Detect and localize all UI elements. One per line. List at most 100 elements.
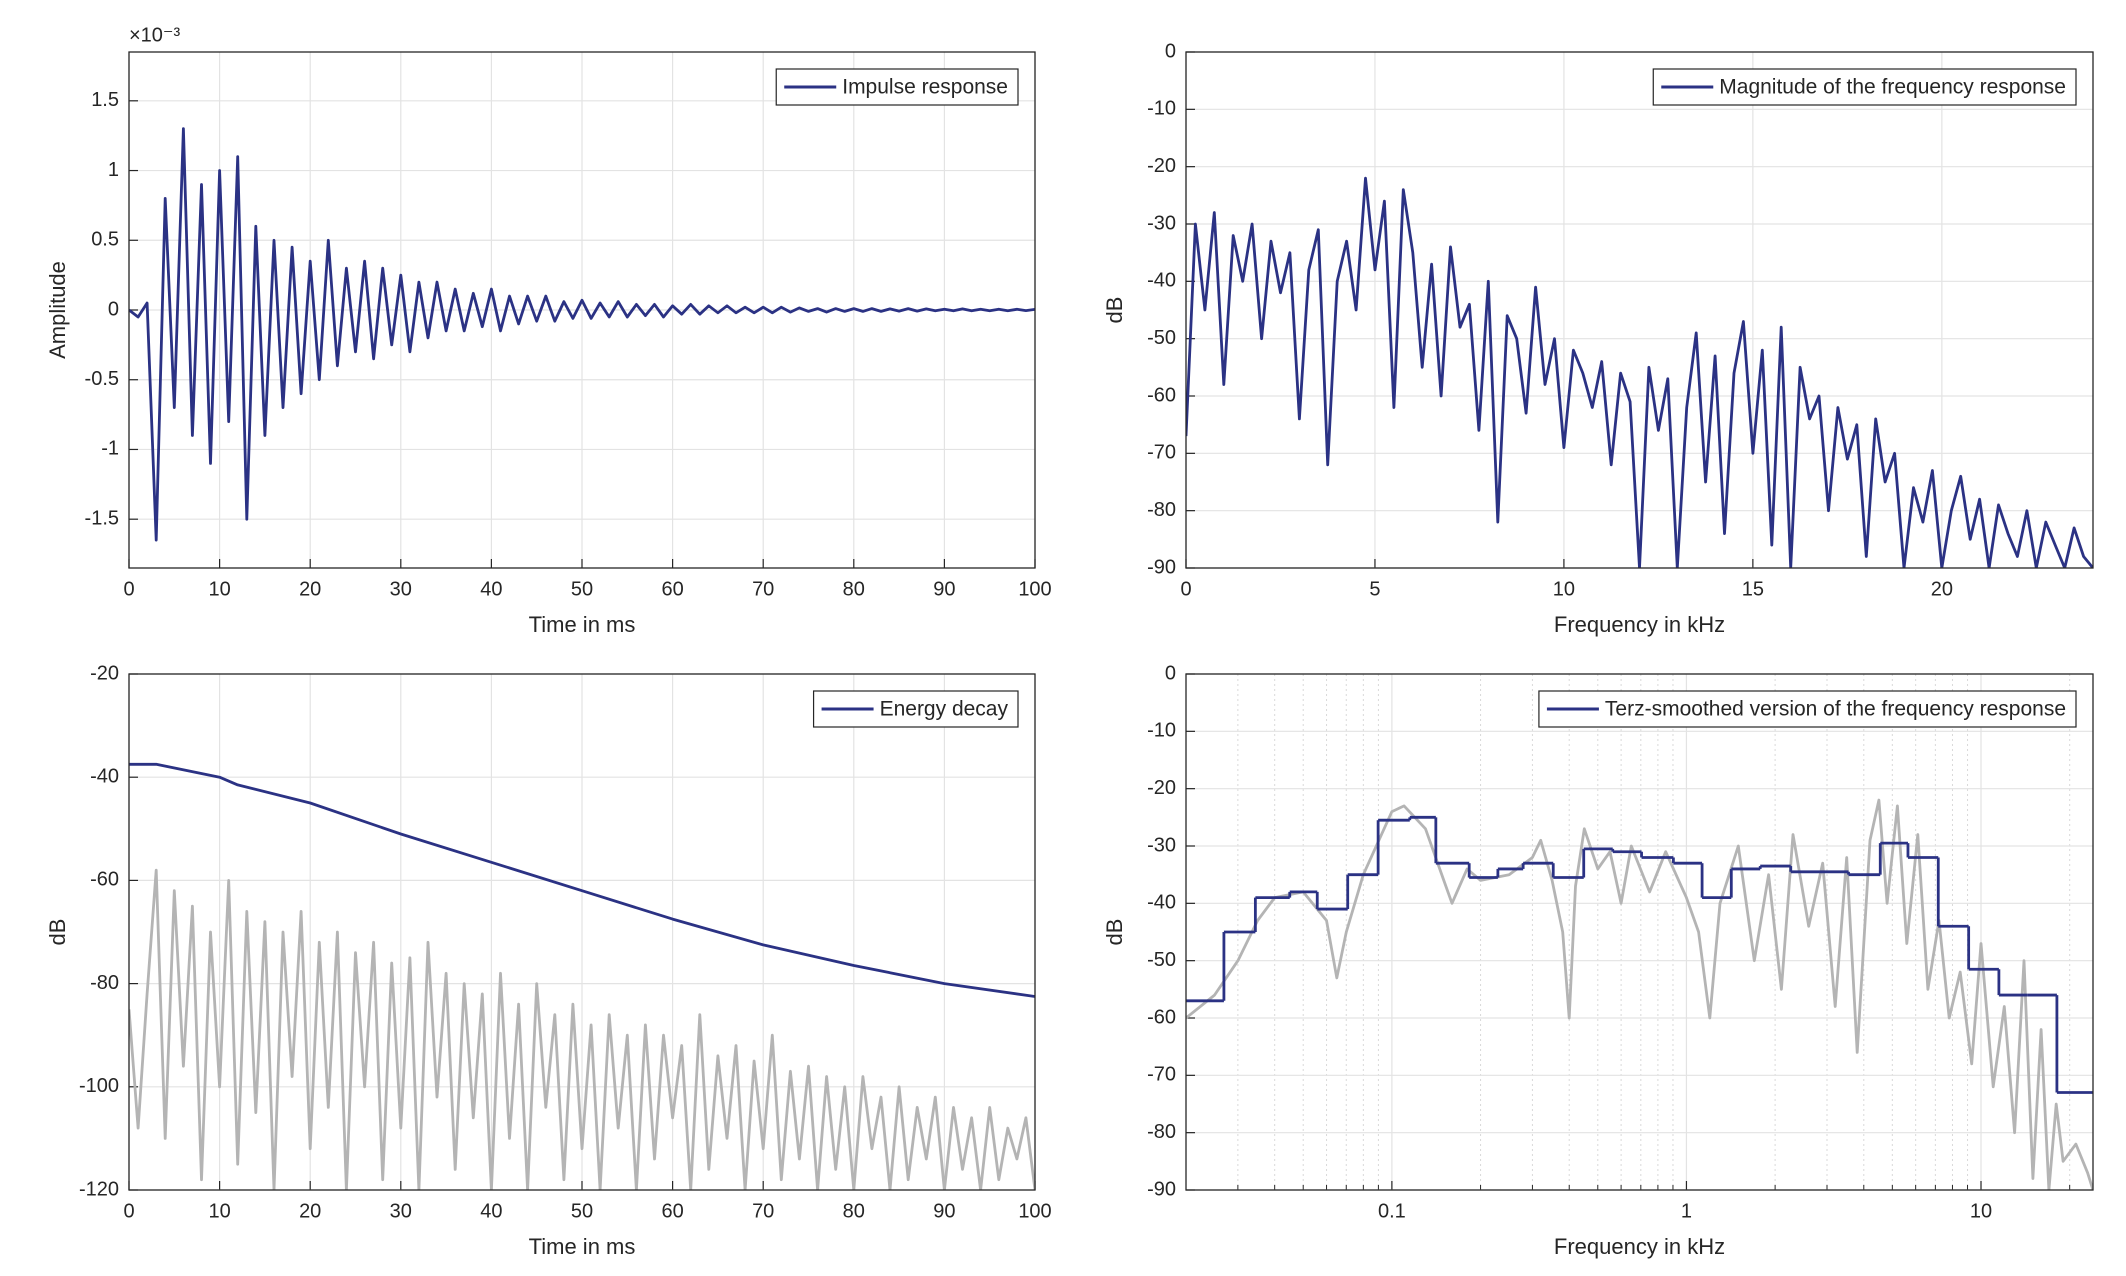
x-tick-label: 10 bbox=[1553, 578, 1575, 600]
y-tick-label: 0 bbox=[108, 298, 119, 320]
data-line bbox=[129, 868, 1035, 1190]
y-tick-label: -100 bbox=[79, 1075, 119, 1097]
legend-label: Terz-smoothed version of the frequency r… bbox=[1605, 698, 2066, 721]
y-tick-label: -20 bbox=[90, 662, 119, 684]
x-tick-label: 20 bbox=[299, 578, 321, 600]
axes-box bbox=[128, 673, 1036, 1191]
axes: 0 10 20 30 40 50 60 70 80 90 100 -1.5 -1 -0.5 0 0.5 1 1.5… bbox=[45, 24, 1052, 637]
x-tick-label: 60 bbox=[661, 1200, 683, 1222]
y-tick-label: -10 bbox=[1147, 98, 1176, 120]
legend: Energy decay bbox=[812, 690, 1019, 728]
axes: 0 10 20 30 40 50 60 70 80 90 100 -120 -100 -80 -60 -40 -… bbox=[45, 662, 1052, 1259]
y-tick-label: 1.5 bbox=[91, 89, 119, 111]
x-tick-label: 1 bbox=[1681, 1200, 1692, 1222]
x-tick-label: 90 bbox=[933, 1200, 955, 1222]
x-tick-label: 20 bbox=[299, 1200, 321, 1222]
axes: 0 5 10 15 20 -90 -80 -70 -60 -50 -40 -30 -20 -10 0 Freq… bbox=[1102, 40, 2094, 637]
data-layer bbox=[129, 762, 1035, 1190]
y-tick-label: -0.5 bbox=[85, 368, 119, 390]
plot-area bbox=[1186, 674, 2093, 1190]
legend-label: Impulse response bbox=[842, 76, 1008, 99]
y-tick-label: -80 bbox=[1147, 499, 1176, 521]
y-tick-label: 0 bbox=[1165, 40, 1176, 62]
y-tick-label: -1.5 bbox=[85, 507, 119, 529]
y-tick-label: -70 bbox=[1147, 1064, 1176, 1086]
x-tick-label: 10 bbox=[208, 578, 230, 600]
data-line bbox=[1186, 176, 2093, 568]
y-tick-label: -50 bbox=[1147, 327, 1176, 349]
y-tick-label: -40 bbox=[1147, 892, 1176, 914]
x-tick-label: 40 bbox=[480, 1200, 502, 1222]
x-tick-label: 10 bbox=[208, 1200, 230, 1222]
x-axis-label: Frequency in kHz bbox=[1554, 612, 1725, 637]
x-tick-label: 20 bbox=[1931, 578, 1953, 600]
y-tick-label: -20 bbox=[1147, 777, 1176, 799]
y-tick-label: -70 bbox=[1147, 442, 1176, 464]
x-tick-label: 80 bbox=[843, 578, 865, 600]
x-tick-label: 70 bbox=[752, 578, 774, 600]
x-tick-label: 90 bbox=[933, 578, 955, 600]
data-line bbox=[129, 127, 1035, 542]
data-layer bbox=[1186, 176, 2093, 568]
axes: 0.1 1 10 -90 -80 -70 -60 -50 -40 -30 -20 -10 0 Freque… bbox=[1102, 662, 2094, 1259]
x-tick-label: 0.1 bbox=[1378, 1200, 1406, 1222]
y-tick-label: -60 bbox=[1147, 384, 1176, 406]
x-tick-label: 50 bbox=[571, 578, 593, 600]
x-axis-label: Frequency in kHz bbox=[1554, 1234, 1725, 1259]
x-axis-label: Time in ms bbox=[529, 612, 636, 637]
x-axis-label: Time in ms bbox=[529, 1234, 636, 1259]
y-tick-label: -90 bbox=[1147, 556, 1176, 578]
y-tick-label: 0 bbox=[1165, 662, 1176, 684]
y-tick-label: -80 bbox=[90, 972, 119, 994]
legend-box bbox=[1652, 68, 2077, 106]
x-tick-label: 5 bbox=[1369, 578, 1380, 600]
x-tick-label: 15 bbox=[1742, 578, 1764, 600]
legend: Impulse response bbox=[775, 68, 1019, 106]
axes-box bbox=[128, 51, 1036, 569]
data-line bbox=[129, 762, 1035, 998]
x-tick-label: 0 bbox=[123, 1200, 134, 1222]
y-tick-label: -50 bbox=[1147, 949, 1176, 971]
y-tick-label: -20 bbox=[1147, 155, 1176, 177]
x-tick-label: 10 bbox=[1970, 1200, 1992, 1222]
y-tick-label: -60 bbox=[90, 869, 119, 891]
axes-box bbox=[1185, 673, 2094, 1191]
legend: Terz-smoothed version of the frequency r… bbox=[1538, 690, 2077, 728]
x-tick-label: 60 bbox=[661, 578, 683, 600]
legend: Magnitude of the frequency response bbox=[1652, 68, 2077, 106]
x-tick-label: 80 bbox=[843, 1200, 865, 1222]
x-tick-label: 100 bbox=[1018, 1200, 1051, 1222]
x-tick-label: 70 bbox=[752, 1200, 774, 1222]
y-multiplier: ×10⁻³ bbox=[129, 24, 180, 46]
x-tick-label: 0 bbox=[123, 578, 134, 600]
x-tick-label: 40 bbox=[480, 578, 502, 600]
y-tick-label: -40 bbox=[1147, 270, 1176, 292]
legend-label: Energy decay bbox=[880, 698, 1009, 721]
legend-label: Magnitude of the frequency response bbox=[1719, 76, 2066, 99]
axes-box bbox=[1185, 51, 2094, 569]
y-tick-label: 1 bbox=[108, 159, 119, 181]
x-tick-label: 100 bbox=[1018, 578, 1051, 600]
x-tick-label: 30 bbox=[390, 1200, 412, 1222]
data-line bbox=[1186, 798, 2093, 1190]
y-axis-label: dB bbox=[1102, 297, 1127, 324]
y-tick-label: -80 bbox=[1147, 1121, 1176, 1143]
y-axis-label: dB bbox=[45, 919, 70, 946]
y-tick-label: -60 bbox=[1147, 1006, 1176, 1028]
x-tick-label: 30 bbox=[390, 578, 412, 600]
data-layer bbox=[1186, 798, 2093, 1190]
y-tick-label: -1 bbox=[101, 438, 119, 460]
legend-box bbox=[1538, 690, 2077, 728]
y-tick-label: -120 bbox=[79, 1178, 119, 1200]
x-tick-label: 50 bbox=[571, 1200, 593, 1222]
y-tick-label: -40 bbox=[90, 765, 119, 787]
y-tick-label: -30 bbox=[1147, 834, 1176, 856]
y-tick-label: -90 bbox=[1147, 1178, 1176, 1200]
y-axis-label: dB bbox=[1102, 919, 1127, 946]
data-layer bbox=[129, 127, 1035, 542]
y-tick-label: 0.5 bbox=[91, 229, 119, 251]
y-tick-label: -30 bbox=[1147, 212, 1176, 234]
y-tick-label: -10 bbox=[1147, 720, 1176, 742]
